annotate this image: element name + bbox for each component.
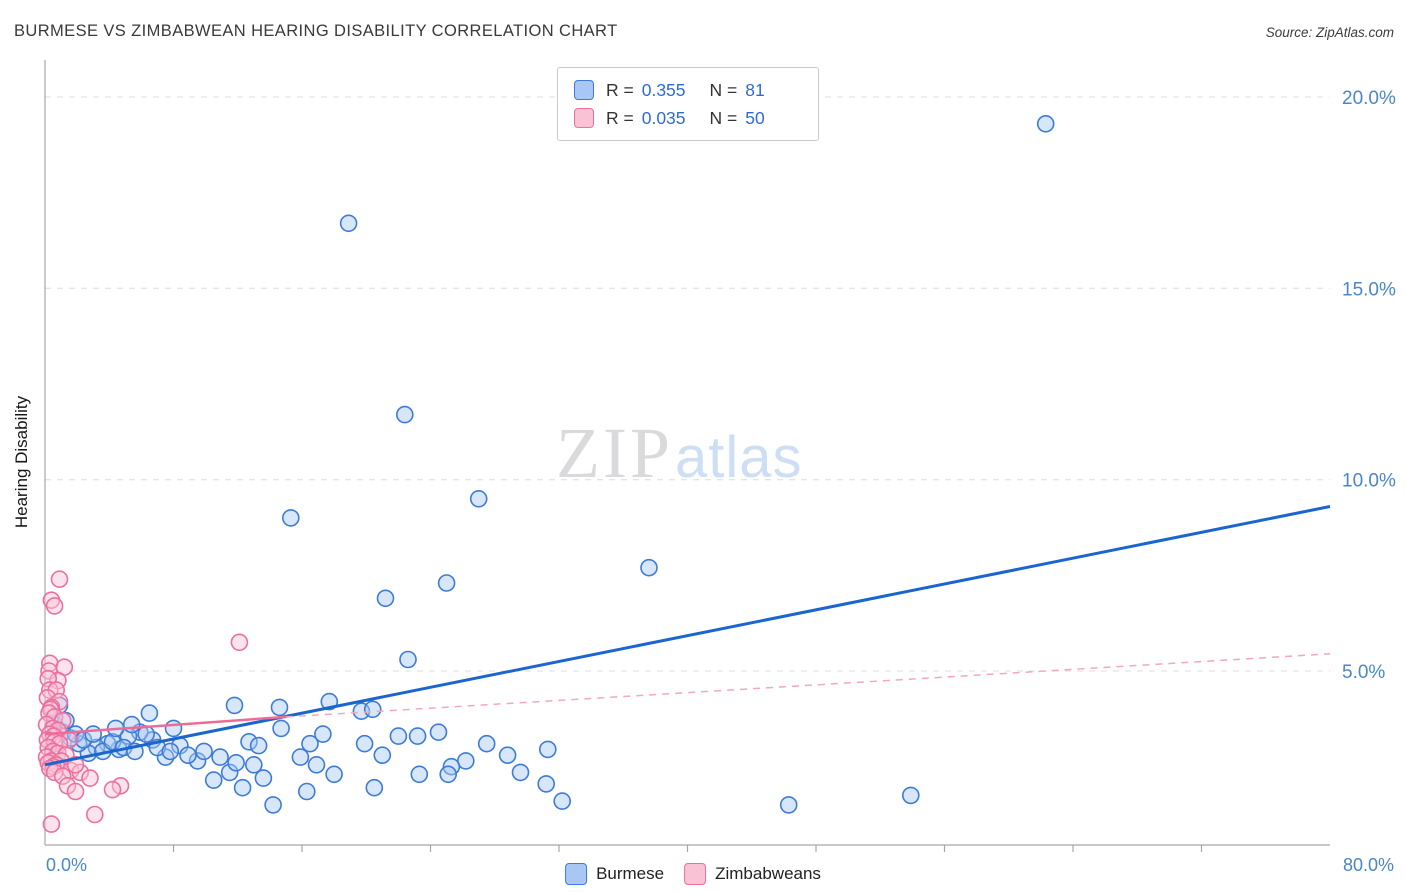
burmese-point: [469, 489, 488, 508]
y-tick-label: 10.0%: [1342, 471, 1396, 492]
zimbabweans-point: [103, 780, 122, 799]
burmese-point: [254, 769, 273, 787]
chart-title: BURMESE VS ZIMBABWEAN HEARING DISABILITY…: [14, 22, 618, 40]
burmese-legend-swatch: [565, 863, 588, 885]
burmese-point: [373, 746, 392, 765]
burmese-point: [376, 589, 395, 608]
burmese-point: [264, 796, 282, 814]
burmese-point: [188, 752, 207, 770]
burmese-trend-line: [44, 505, 1331, 767]
burmese-point: [270, 698, 289, 717]
zimbabweans-legend-label: Zimbabweans: [715, 864, 821, 883]
zimbabweans-point: [45, 597, 64, 615]
burmese-point: [399, 650, 417, 669]
burmese-point: [363, 700, 382, 719]
zimbabweans-n-value: 50: [745, 107, 765, 128]
burmese-point: [538, 740, 557, 759]
series-legend: Burmese Zimbabweans: [565, 863, 841, 885]
zimbabweans-point: [81, 769, 99, 787]
zimbabweans-point: [230, 633, 249, 652]
burmese-point: [901, 786, 920, 805]
burmese-point: [297, 782, 316, 801]
zimbabweans-point: [53, 767, 72, 786]
burmese-point: [281, 509, 300, 527]
burmese-point: [439, 765, 458, 784]
zimbabweans-point: [66, 782, 85, 801]
burmese-point: [640, 558, 658, 577]
burmese-point: [122, 715, 141, 734]
correlation-legend-box: R = 0.355 N = 81 R = 0.035 N = 50: [557, 67, 819, 141]
burmese-point: [227, 753, 245, 772]
y-axis-title: Hearing Disability: [12, 395, 31, 529]
x-axis-max-label: 80.0%: [1343, 855, 1394, 875]
burmese-point: [355, 734, 374, 753]
burmese-point: [211, 748, 229, 766]
burmese-point: [301, 734, 319, 753]
legend-row-burmese: R = 0.355 N = 81: [574, 76, 802, 104]
burmese-point: [272, 719, 290, 738]
burmese-point: [1036, 115, 1055, 133]
zimbabweans-point: [50, 570, 69, 589]
burmese-point: [161, 742, 180, 761]
burmese-point: [325, 765, 343, 784]
burmese-point: [164, 719, 183, 738]
y-tick-label: 20.0%: [1342, 88, 1396, 109]
burmese-point: [84, 725, 102, 743]
burmese-point: [429, 723, 448, 742]
burmese-point: [477, 734, 496, 753]
y-tick-label: 15.0%: [1342, 279, 1396, 300]
zimbabweans-legend-swatch: [684, 863, 707, 885]
burmese-point: [365, 778, 384, 797]
x-axis-min-label: 0.0%: [46, 855, 87, 875]
zimbabweans-r-value: 0.035: [641, 107, 686, 128]
burmese-point: [140, 704, 159, 722]
burmese-swatch: [574, 80, 594, 100]
burmese-point: [225, 696, 244, 715]
burmese-point: [511, 763, 530, 782]
burmese-point: [220, 763, 239, 782]
burmese-point: [314, 725, 332, 743]
burmese-point: [410, 765, 429, 784]
burmese-r-label: R =: [606, 79, 634, 100]
burmese-point: [195, 742, 213, 761]
zimbabweans-swatch: [574, 108, 594, 128]
burmese-legend-label: Burmese: [596, 864, 665, 883]
zimbabwean-trend-line: [44, 715, 286, 736]
burmese-r-value: 0.355: [641, 79, 686, 100]
burmese-point: [307, 755, 326, 774]
burmese-point: [537, 775, 556, 793]
source-label: Source: ZipAtlas.com: [1265, 25, 1394, 40]
burmese-point: [408, 727, 427, 745]
burmese-n-value: 81: [745, 79, 765, 100]
zimbabweans-n-label: N =: [709, 107, 738, 128]
burmese-point: [395, 405, 414, 424]
y-tick-label: 5.0%: [1342, 662, 1385, 683]
burmese-point: [233, 778, 252, 797]
burmese-point: [389, 727, 408, 745]
burmese-point: [204, 771, 223, 789]
zimbabweans-r-label: R =: [606, 107, 634, 128]
zimbabweans-point: [42, 815, 61, 833]
zimbabwean-trend-projection: [285, 653, 1331, 718]
burmese-point: [456, 752, 475, 770]
burmese-point: [179, 746, 197, 765]
legend-row-zimbabweans: R = 0.035 N = 50: [574, 104, 802, 132]
burmese-point: [249, 736, 268, 755]
burmese-point: [291, 748, 310, 766]
burmese-point: [553, 792, 572, 810]
burmese-n-label: N =: [709, 79, 738, 100]
burmese-point: [245, 755, 263, 774]
burmese-point: [437, 574, 456, 592]
burmese-point: [240, 732, 258, 751]
burmese-point: [779, 796, 798, 814]
burmese-point: [339, 214, 358, 233]
burmese-point: [498, 746, 517, 765]
zimbabweans-point: [86, 805, 104, 824]
